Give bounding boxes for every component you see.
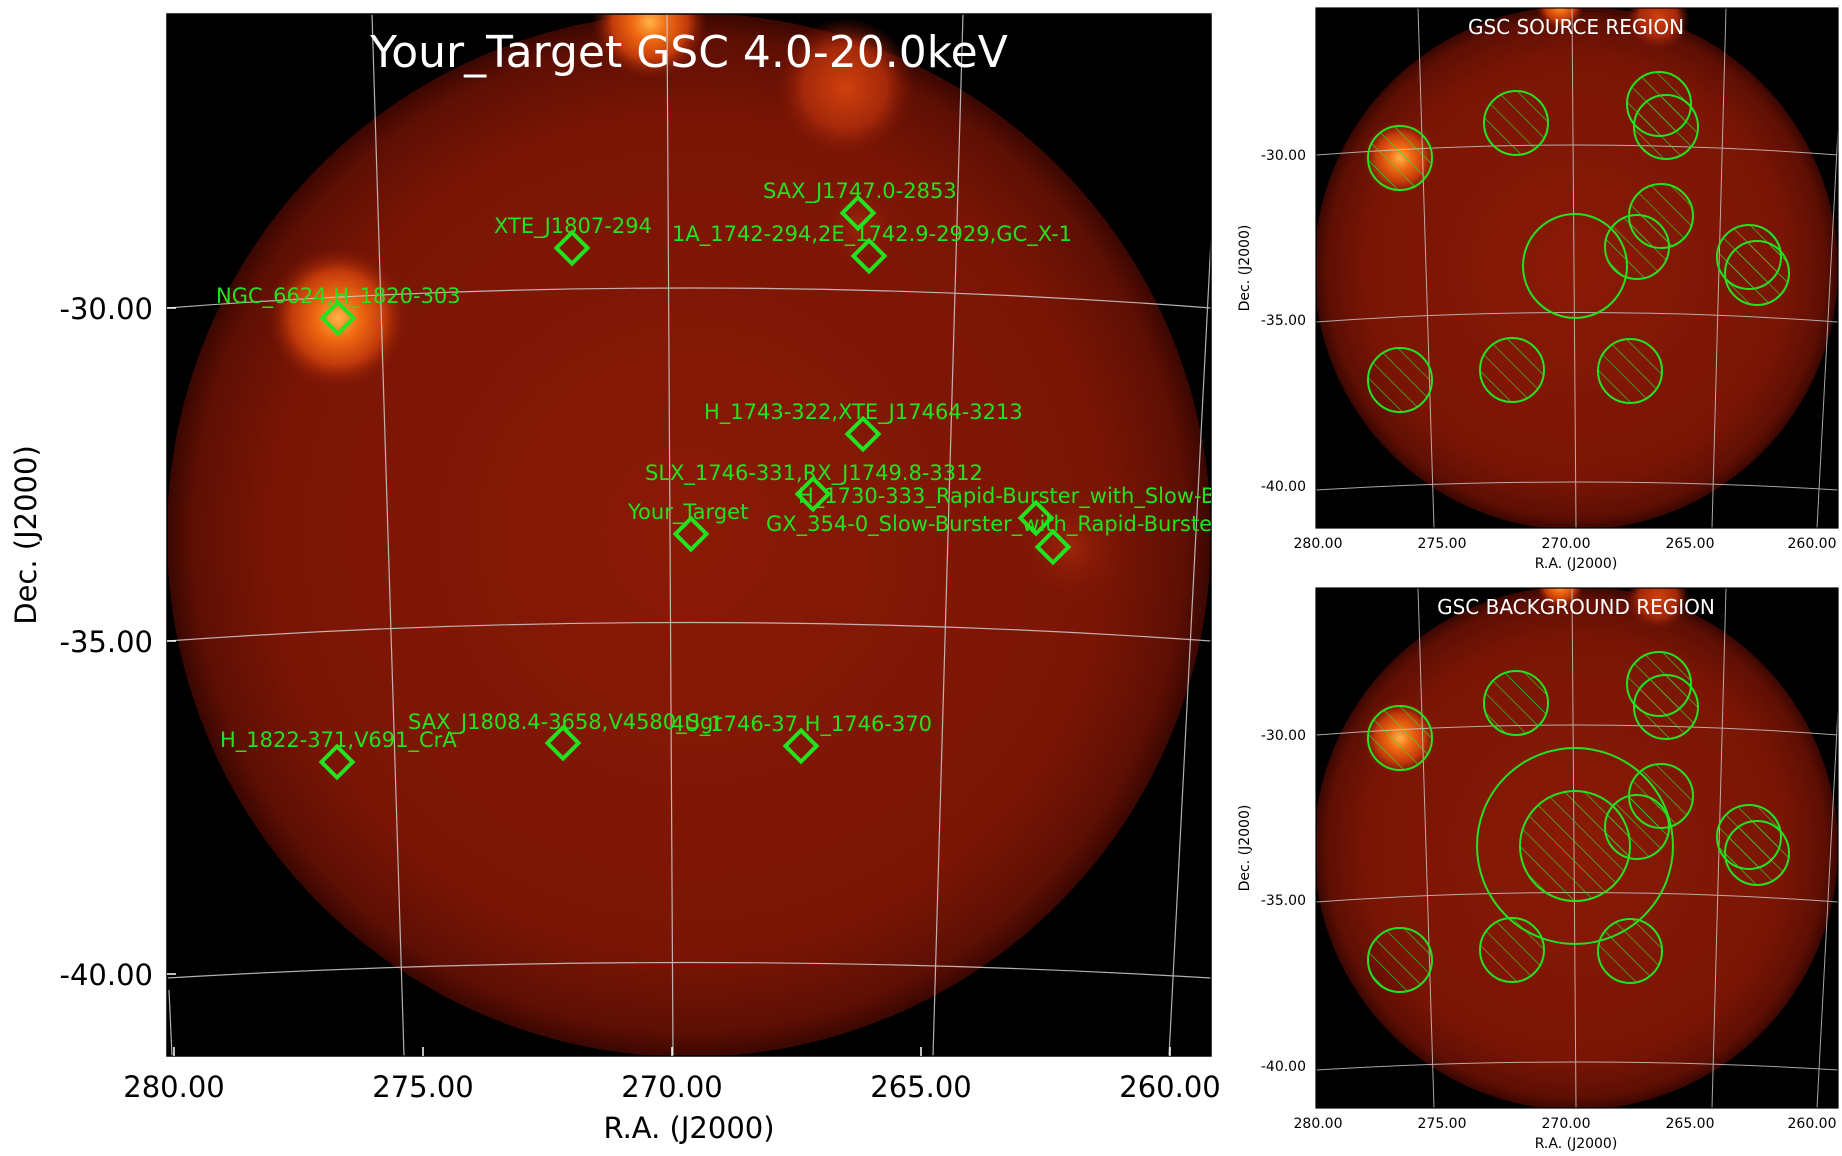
src-xlabel: R.A. (J2000) [1535,556,1618,572]
src-region-gx354 [1724,240,1790,306]
main-ytick-2: -35.00 [60,625,154,659]
bkg-xtick-1: 280.00 [1294,1116,1343,1132]
src-ylabel: Dec. (J2000) [1237,225,1253,312]
bkg-ytick-1: -30.00 [1261,728,1306,744]
src-xtick-1: 280.00 [1294,536,1343,552]
main-hotspot-top-2 [775,18,915,158]
marker-sax-j1747 [839,194,877,232]
bkg-xtick-5: 260.00 [1788,1116,1837,1132]
main-ytick-3: -40.00 [60,958,154,992]
src-ytick-2: -35.00 [1261,313,1306,329]
src-target-region [1522,213,1628,319]
label-sax-j1747: SAX_J1747.0-2853 [763,179,957,204]
src-hotspot-top [1626,8,1690,50]
main-panel: Your_Target GSC 4.0-20.0keV -30.00 -35.0… [9,13,1354,1145]
src-xtick-3: 270.00 [1542,536,1591,552]
src-ytick-3: -40.00 [1261,479,1306,495]
src-xtick-5: 260.00 [1788,536,1837,552]
bkg-regions [1367,651,1790,993]
background-region-panel: GSC BACKGROUND REGION -30.00 -35.00 -40.… [1237,587,1839,1152]
src-region-h1822 [1367,347,1433,413]
label-h1730: H_1730-333_Rapid-Burster_with_Slow-Burst… [798,484,1278,509]
src-regions [1367,71,1790,413]
bkg-region-slx [1604,794,1670,860]
main-grid [167,14,1211,1056]
main-xtick-3: 270.00 [621,1070,722,1104]
src-title: GSC SOURCE REGION [1468,15,1684,39]
src-region-ngc6624 [1367,125,1433,191]
source-region-panel: GSC SOURCE REGION -30.00 -35.00 -40.00 2… [1237,7,1839,572]
bkg-region-xte [1483,670,1549,736]
src-xtick-4: 265.00 [1666,536,1715,552]
main-xlabel: R.A. (J2000) [603,1111,774,1145]
bkg-region-gx354 [1724,820,1790,886]
bkg-hotspot-top [1626,588,1690,630]
bkg-xtick-4: 265.00 [1666,1116,1715,1132]
src-region-4u1746 [1597,338,1663,404]
marker-ngc6624 [319,299,357,337]
src-region-sax2 [1633,94,1699,160]
main-ylabel: Dec. (J2000) [9,445,43,625]
main-xtick-2: 275.00 [372,1070,473,1104]
src-region-sax1808 [1479,337,1545,403]
bkg-region-4u1746 [1597,918,1663,984]
label-4u1746: 4U_1746-37,H_1746-370 [671,712,932,737]
source-markers [318,194,1072,781]
bkg-ylabel: Dec. (J2000) [1237,805,1253,892]
marker-h1743 [844,415,882,453]
label-xte-j1807: XTE_J1807-294 [494,214,652,239]
label-slx1746: SLX_1746-331,RX_J1749.8-3312 [645,461,983,486]
main-hotspot-ngc6624 [266,246,410,390]
bkg-region-sax2 [1633,674,1699,740]
marker-sax-j1808 [544,724,582,762]
src-plot-frame [1315,7,1839,529]
label-sax-j1808: SAX_J1808.4-3658,V4580_Sgr [408,710,722,735]
main-xtick-1: 280.00 [123,1070,224,1104]
bkg-ytick-3: -40.00 [1261,1059,1306,1075]
marker-xte-j1807 [553,229,591,267]
bkg-region-sax1808 [1479,917,1545,983]
label-your-target: Your_Target [627,500,748,525]
main-xtick-4: 265.00 [870,1070,971,1104]
src-region-xte [1483,90,1549,156]
marker-slx1746 [794,475,832,513]
src-ytick-1: -30.00 [1261,148,1306,164]
marker-h1730 [1017,499,1055,537]
main-ytick-1: -30.00 [60,292,154,326]
bkg-ytick-2: -35.00 [1261,893,1306,909]
bkg-plot-frame [1315,587,1839,1109]
source-labels: SAX_J1747.0-2853 XTE_J1807-294 1A_1742-2… [216,179,1354,753]
label-1a-1742: 1A_1742-294,2E_1742.9-2929,GC_X-1 [672,222,1072,247]
bkg-xtick-3: 270.00 [1542,1116,1591,1132]
bkg-annulus-outer [1476,747,1674,945]
main-title: Your_Target GSC 4.0-20.0keV [369,27,1008,78]
bkg-region-h1822 [1367,927,1433,993]
bkg-region-ngc6624 [1367,705,1433,771]
marker-your-target [672,515,710,553]
label-h1822: H_1822-371,V691_CrA [220,728,457,753]
main-field-of-view [167,14,1211,1056]
label-ngc6624: NGC_6624,H_1820-303 [216,284,461,309]
label-h1743: H_1743-322,XTE_J17464-3213 [704,400,1023,425]
main-xtick-5: 260.00 [1119,1070,1220,1104]
label-gx354: GX_354-0_Slow-Burster_with_Rapid-Burster… [766,512,1354,537]
src-region-slx [1604,214,1670,280]
marker-h1822 [318,743,356,781]
marker-1a-1742 [850,237,888,275]
main-hotspot-top-1 [592,14,708,80]
bkg-xtick-2: 275.00 [1418,1116,1467,1132]
src-field-of-view [1316,8,1838,528]
marker-4u1746 [782,727,820,765]
src-xtick-2: 275.00 [1418,536,1467,552]
marker-gx354 [1034,528,1072,566]
main-plot-frame [166,13,1212,1057]
bkg-title: GSC BACKGROUND REGION [1437,595,1715,619]
bkg-xlabel: R.A. (J2000) [1535,1136,1618,1152]
main-ticks [167,307,1171,1056]
